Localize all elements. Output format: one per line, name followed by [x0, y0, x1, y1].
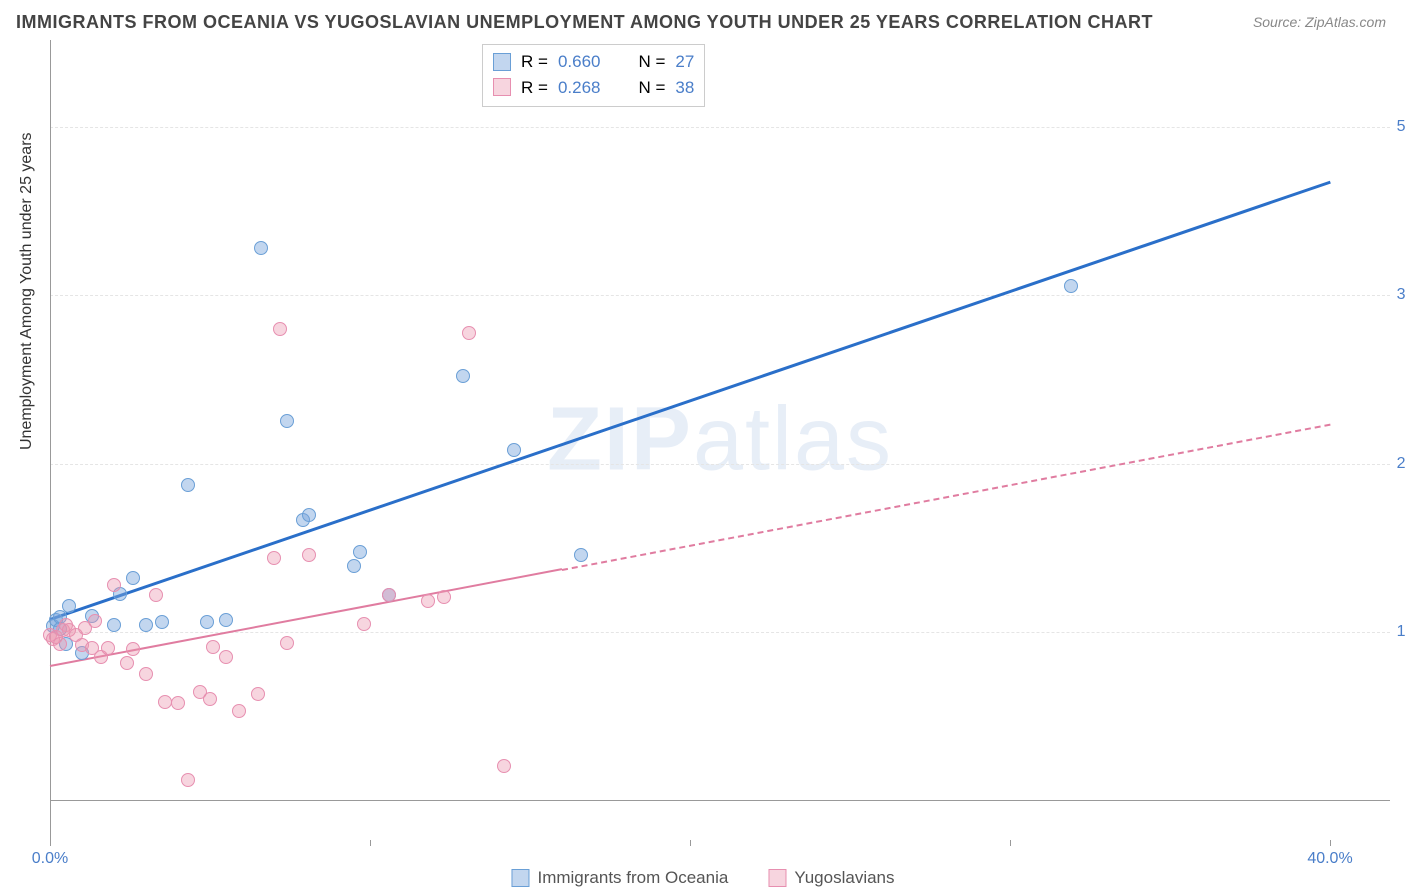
- data-point: [139, 618, 153, 632]
- data-point: [251, 687, 265, 701]
- data-point: [62, 599, 76, 613]
- x-tick: [1010, 840, 1011, 846]
- data-point: [347, 559, 361, 573]
- data-point: [302, 508, 316, 522]
- data-point: [302, 548, 316, 562]
- legend-r-value: 0.660: [558, 49, 601, 75]
- y-axis-label: Unemployment Among Youth under 25 years: [18, 132, 36, 450]
- x-tick-label: 0.0%: [32, 850, 68, 868]
- data-point: [126, 642, 140, 656]
- data-point: [421, 594, 435, 608]
- x-tick: [50, 840, 51, 846]
- plot-area: ZIPatlas 12.5%25.0%37.5%50.0%0.0%40.0%: [50, 40, 1390, 840]
- data-point: [232, 704, 246, 718]
- data-point: [437, 590, 451, 604]
- gridline: [50, 127, 1390, 128]
- data-point: [120, 656, 134, 670]
- data-point: [155, 615, 169, 629]
- legend-item: Yugoslavians: [768, 868, 894, 888]
- legend-r-value: 0.268: [558, 75, 601, 101]
- legend-swatch: [511, 869, 529, 887]
- data-point: [254, 241, 268, 255]
- source-label: Source: ZipAtlas.com: [1253, 14, 1386, 30]
- legend-n-value: 27: [675, 49, 694, 75]
- gridline: [50, 632, 1390, 633]
- data-point: [88, 614, 102, 628]
- data-point: [574, 548, 588, 562]
- data-point: [1064, 279, 1078, 293]
- legend-label: Yugoslavians: [794, 868, 894, 888]
- x-axis: [50, 800, 1390, 801]
- data-point: [107, 578, 121, 592]
- data-point: [280, 636, 294, 650]
- x-tick: [370, 840, 371, 846]
- y-tick-label: 25.0%: [1397, 455, 1406, 473]
- legend-n-label: N =: [638, 49, 665, 75]
- y-axis: [50, 40, 51, 840]
- watermark: ZIPatlas: [547, 389, 893, 492]
- data-point: [200, 615, 214, 629]
- data-point: [206, 640, 220, 654]
- gridline: [50, 295, 1390, 296]
- chart-title: IMMIGRANTS FROM OCEANIA VS YUGOSLAVIAN U…: [16, 12, 1153, 33]
- data-point: [181, 773, 195, 787]
- legend-n-label: N =: [638, 75, 665, 101]
- data-point: [280, 414, 294, 428]
- data-point: [101, 641, 115, 655]
- data-point: [267, 551, 281, 565]
- legend-label: Immigrants from Oceania: [537, 868, 728, 888]
- data-point: [53, 637, 67, 651]
- data-point: [382, 588, 396, 602]
- legend-swatch: [493, 53, 511, 71]
- data-point: [353, 545, 367, 559]
- data-point: [171, 696, 185, 710]
- data-point: [181, 478, 195, 492]
- data-point: [507, 443, 521, 457]
- x-tick: [690, 840, 691, 846]
- x-tick-label: 40.0%: [1307, 850, 1352, 868]
- data-point: [139, 667, 153, 681]
- trend-line: [50, 181, 1331, 621]
- legend-r-label: R =: [521, 75, 548, 101]
- legend-item: Immigrants from Oceania: [511, 868, 728, 888]
- data-point: [357, 617, 371, 631]
- data-point: [149, 588, 163, 602]
- data-point: [219, 613, 233, 627]
- y-tick-label: 12.5%: [1397, 623, 1406, 641]
- gridline: [50, 464, 1390, 465]
- legend-top: R = 0.660 N = 27 R = 0.268 N = 38: [482, 44, 705, 107]
- legend-r-label: R =: [521, 49, 548, 75]
- y-tick-label: 37.5%: [1397, 286, 1406, 304]
- legend-row: R = 0.268 N = 38: [493, 75, 694, 101]
- data-point: [456, 369, 470, 383]
- legend-row: R = 0.660 N = 27: [493, 49, 694, 75]
- legend-bottom: Immigrants from Oceania Yugoslavians: [511, 868, 894, 888]
- data-point: [273, 322, 287, 336]
- data-point: [462, 326, 476, 340]
- data-point: [107, 618, 121, 632]
- legend-swatch: [768, 869, 786, 887]
- legend-n-value: 38: [675, 75, 694, 101]
- legend-swatch: [493, 78, 511, 96]
- data-point: [497, 759, 511, 773]
- data-point: [203, 692, 217, 706]
- y-tick-label: 50.0%: [1397, 118, 1406, 136]
- data-point: [219, 650, 233, 664]
- x-tick: [1330, 840, 1331, 846]
- trend-line: [562, 423, 1330, 570]
- data-point: [126, 571, 140, 585]
